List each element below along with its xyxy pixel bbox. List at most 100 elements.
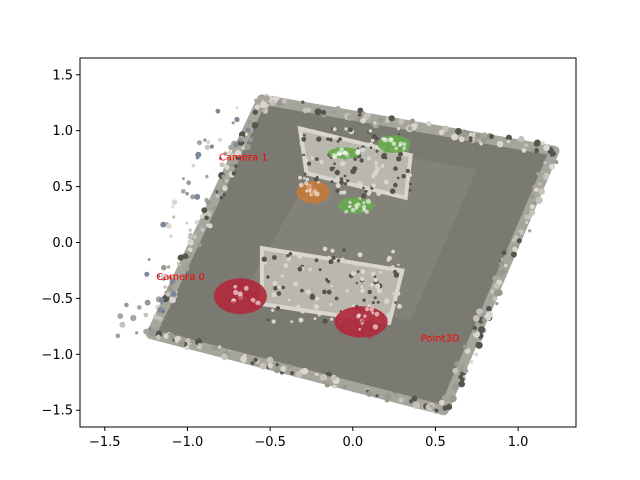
cloud-point [184, 266, 190, 272]
cloud-point [277, 285, 282, 290]
cloud-point [329, 302, 333, 306]
cloud-point [512, 246, 518, 252]
cloud-point [458, 360, 463, 366]
cloud-point [361, 204, 367, 210]
cloud-point [336, 139, 340, 143]
cloud-point [259, 362, 267, 370]
cloud-point [165, 291, 171, 297]
cloud-point [532, 201, 537, 205]
cloud-point [316, 175, 319, 179]
cloud-point [426, 121, 432, 127]
cloud-point [348, 205, 352, 208]
cloud-point [231, 171, 237, 176]
cloud-point [342, 190, 347, 195]
cloud-point [374, 283, 381, 289]
cloud-point [209, 144, 214, 149]
cloud-point [215, 190, 219, 194]
cloud-point [408, 188, 412, 192]
cloud-point [528, 229, 532, 233]
cloud-point [362, 298, 366, 302]
cloud-point [243, 292, 247, 296]
cloud-point [169, 296, 177, 304]
cloud-point [290, 371, 295, 376]
cloud-point [360, 288, 365, 293]
cloud-point [398, 397, 404, 403]
y-tick-label: 0.5 [52, 180, 73, 195]
cloud-point [319, 187, 323, 191]
cloud-point [449, 391, 454, 395]
cloud-point [313, 375, 320, 382]
cloud-point [371, 301, 375, 305]
cloud-point [356, 182, 361, 186]
cloud-point [243, 354, 247, 357]
cloud-point [492, 296, 498, 302]
cloud-point [310, 156, 314, 160]
cloud-point [339, 180, 344, 186]
cloud-point [530, 148, 535, 153]
cloud-point [191, 163, 196, 168]
cloud-point [308, 267, 313, 272]
cloud-point [518, 135, 525, 143]
annotation-label: Point3D [421, 334, 460, 345]
cloud-point [167, 332, 175, 340]
cloud-point [267, 362, 273, 369]
cloud-point [376, 191, 382, 196]
cloud-point [544, 150, 548, 155]
cloud-point [218, 345, 222, 349]
cloud-point [334, 111, 339, 117]
cloud-point [295, 371, 303, 379]
cloud-point [339, 190, 344, 195]
cloud-point [367, 289, 372, 295]
cloud-point [554, 160, 559, 165]
cloud-point [248, 137, 253, 142]
cloud-point [247, 120, 252, 125]
cloud-point [205, 200, 211, 206]
cloud-point [482, 132, 487, 137]
cloud-point [349, 151, 354, 156]
cloud-point [357, 313, 361, 317]
cloud-point [472, 315, 480, 322]
cloud-point [357, 383, 363, 389]
cloud-point [147, 258, 151, 261]
cloud-point [280, 366, 287, 372]
cloud-point [233, 284, 238, 289]
cloud-point [510, 251, 517, 258]
cloud-point [364, 209, 369, 214]
cloud-point [234, 149, 242, 157]
cloud-point [160, 300, 164, 304]
cloud-point [442, 125, 449, 132]
cloud-point [438, 399, 445, 406]
cloud-point [434, 408, 439, 413]
cloud-point [379, 270, 383, 274]
cloud-point [335, 105, 341, 111]
cloud-point [337, 152, 340, 155]
cloud-point [234, 116, 240, 123]
cloud-point [335, 176, 340, 181]
y-tick-label: 0.0 [52, 236, 73, 251]
x-tick-label: −0.5 [254, 435, 286, 450]
cloud-point [305, 177, 310, 182]
cloud-point [348, 127, 353, 133]
x-tick-label: 0.0 [342, 435, 363, 450]
cloud-point [499, 136, 503, 141]
cloud-point [195, 156, 200, 160]
cloud-point [501, 250, 507, 256]
cloud-point [378, 117, 384, 124]
cloud-point [401, 174, 406, 179]
cloud-point [314, 108, 322, 116]
cloud-point [165, 304, 171, 309]
cloud-point [223, 151, 228, 156]
cloud-point [358, 328, 362, 331]
cloud-point [543, 144, 550, 152]
cloud-point [314, 258, 319, 263]
cloud-point [338, 137, 342, 142]
cloud-point [369, 307, 374, 312]
cloud-point [463, 344, 468, 350]
cloud-point [353, 157, 357, 161]
cloud-point [273, 286, 278, 291]
cloud-point [165, 223, 172, 229]
cloud-point [330, 248, 335, 253]
cloud-point [397, 133, 401, 136]
cloud-point [376, 288, 383, 294]
cloud-point [322, 188, 326, 192]
